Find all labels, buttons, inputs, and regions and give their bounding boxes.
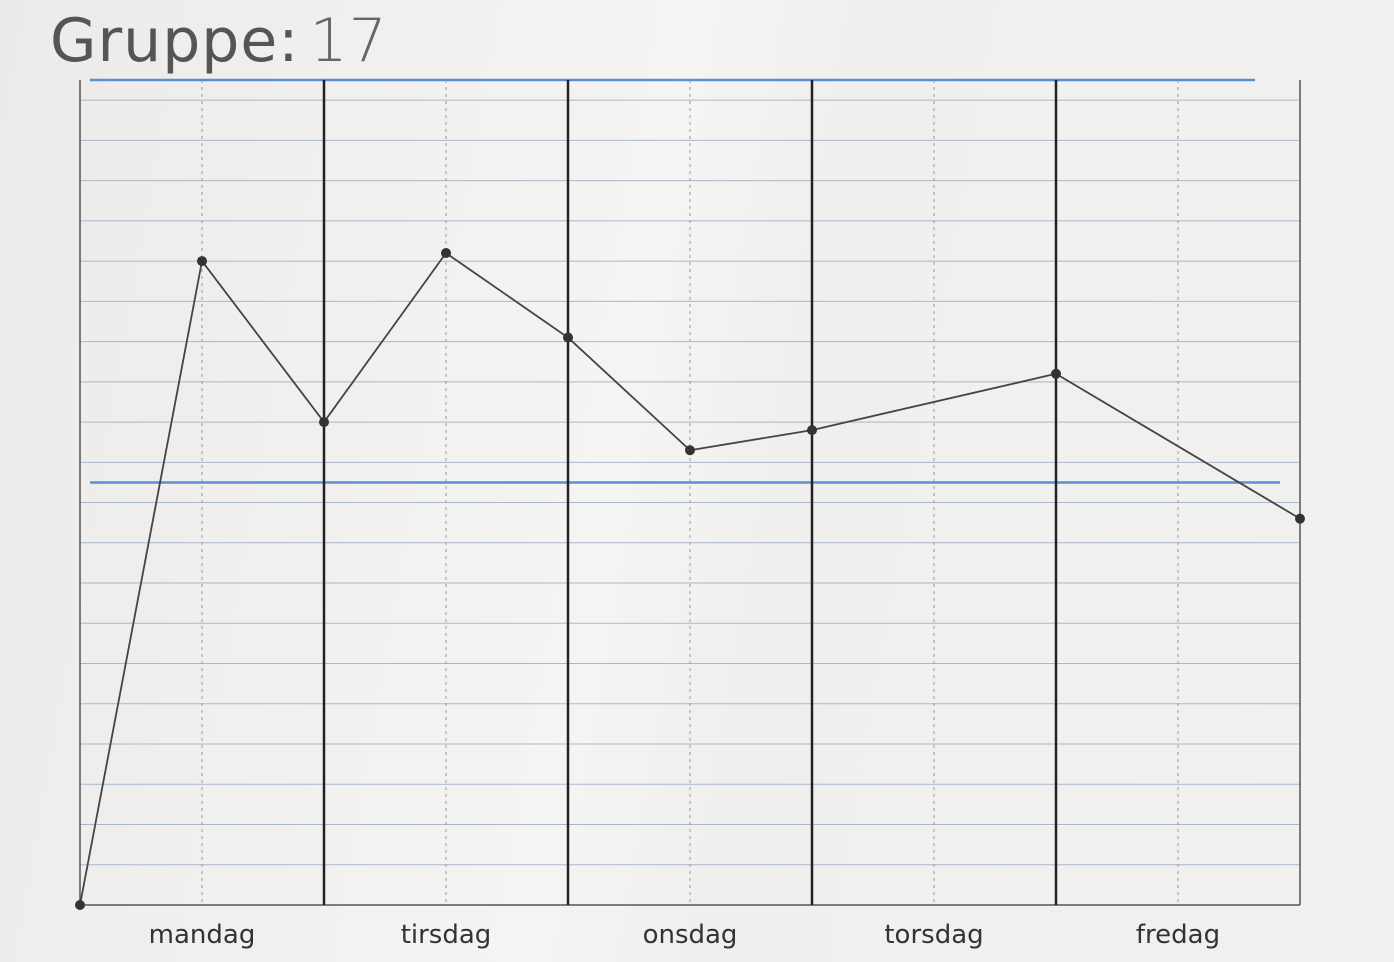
group-label: Gruppe: — [50, 6, 300, 76]
x-tick-label: onsdag — [643, 920, 738, 950]
data-point — [319, 417, 329, 428]
data-point — [1295, 513, 1305, 524]
group-number: 17 — [309, 6, 388, 76]
data-point — [197, 256, 207, 267]
axes — [79, 80, 1301, 906]
x-tick-label: tirsdag — [401, 920, 492, 950]
reference-lines — [90, 78, 1280, 484]
data-point — [1051, 368, 1061, 379]
data-point — [685, 445, 695, 456]
x-tick-label: mandag — [149, 920, 256, 950]
x-tick-label: torsdag — [884, 920, 983, 950]
page-title: Gruppe: 17 — [50, 6, 388, 76]
x-tick-labels: mandag tirsdag onsdag torsdag fredag — [149, 920, 1220, 950]
series — [75, 248, 1305, 910]
data-point — [807, 425, 817, 436]
data-point — [441, 248, 451, 259]
x-tick-label: fredag — [1136, 920, 1220, 950]
grid — [80, 80, 1300, 906]
data-point — [563, 332, 573, 343]
data-point — [75, 900, 85, 910]
